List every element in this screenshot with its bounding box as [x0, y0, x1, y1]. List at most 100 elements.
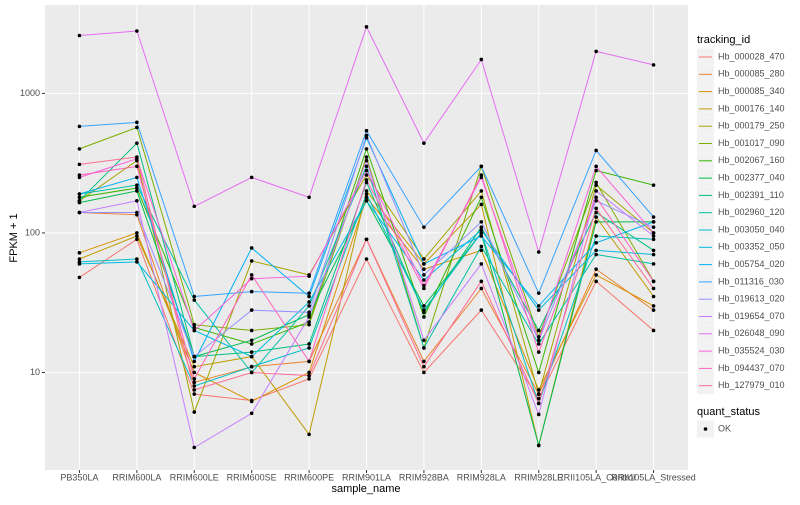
data-point: [192, 380, 197, 385]
data-point: [192, 445, 197, 450]
data-point: [536, 412, 541, 417]
data-point: [192, 298, 197, 302]
data-point: [422, 308, 426, 312]
data-point: [307, 195, 311, 200]
data-point: [536, 338, 541, 343]
y-tick-label: 100: [25, 227, 40, 237]
data-point: [479, 225, 484, 229]
x-tick-label: RRIM928BA: [399, 472, 449, 482]
data-point: [77, 198, 82, 203]
data-point: [77, 124, 82, 129]
data-point: [307, 304, 311, 308]
data-point: [135, 210, 139, 215]
data-point: [77, 275, 82, 280]
data-point: [479, 262, 484, 266]
data-point: [364, 192, 369, 196]
data-point: [594, 183, 598, 187]
data-point: [594, 252, 598, 257]
data-point: [651, 237, 656, 242]
data-point: [307, 322, 311, 327]
data-point: [364, 147, 369, 151]
data-point: [536, 342, 541, 346]
data-point: [192, 384, 197, 388]
data-point: [307, 342, 311, 346]
legend-label: OK: [718, 423, 731, 433]
data-point: [422, 315, 426, 319]
data-point: [536, 350, 541, 354]
data-point: [479, 164, 484, 169]
legend-label: Hb_000085_280: [718, 69, 785, 79]
data-point: [651, 225, 656, 229]
data-point: [77, 173, 82, 177]
x-tick-label: RRII105LA_Stressed: [611, 472, 696, 482]
data-point: [651, 286, 656, 291]
data-point: [192, 359, 197, 364]
data-point: [479, 57, 484, 62]
data-point: [135, 260, 139, 264]
data-point: [364, 189, 369, 193]
data-point: [479, 244, 484, 249]
data-point: [422, 346, 426, 350]
data-point: [422, 141, 426, 145]
legend-label: Hb_001017_090: [718, 138, 785, 148]
data-point: [364, 178, 369, 182]
legend-label: Hb_094437_070: [718, 363, 785, 373]
data-point: [135, 125, 139, 130]
data-point: [422, 370, 426, 375]
data-point: [364, 168, 369, 173]
data-point: [192, 410, 197, 414]
data-point: [422, 273, 426, 277]
data-point: [536, 304, 541, 308]
legend-label: Hb_000085_340: [718, 86, 785, 96]
data-point: [594, 195, 598, 200]
legend-label: Hb_002067_160: [718, 155, 785, 165]
data-point: [192, 325, 197, 330]
x-tick-label: RRIM928LE: [514, 472, 563, 482]
data-point: [135, 183, 139, 187]
data-point: [479, 228, 484, 232]
data-point: [364, 136, 369, 140]
data-point: [135, 164, 139, 169]
data-point: [307, 300, 311, 304]
x-tick-label: RRIM600PE: [284, 472, 334, 482]
data-point: [422, 267, 426, 271]
data-point: [307, 315, 311, 319]
data-point: [135, 198, 139, 203]
data-point: [479, 248, 484, 253]
data-point: [192, 204, 197, 209]
data-point: [594, 215, 598, 219]
data-point: [651, 220, 656, 224]
data-point: [422, 278, 426, 282]
data-point: [135, 141, 139, 145]
data-point: [249, 364, 254, 369]
data-point: [249, 328, 254, 333]
data-point: [594, 279, 598, 284]
data-point: [651, 215, 656, 219]
legend-label: Hb_019654_070: [718, 311, 785, 321]
data-point: [307, 432, 311, 437]
data-point: [479, 279, 484, 284]
data-point: [192, 322, 197, 327]
data-point: [135, 231, 139, 235]
data-point: [249, 259, 254, 263]
data-point: [77, 195, 82, 200]
data-point: [536, 250, 541, 254]
x-tick-label: RRIM600LE: [170, 472, 219, 482]
data-point: [479, 173, 484, 177]
data-point: [651, 183, 656, 187]
data-point: [307, 373, 311, 378]
data-point: [651, 328, 656, 333]
data-point: [77, 251, 82, 255]
data-point: [479, 308, 484, 312]
legend-label: Hb_005754_020: [718, 259, 785, 269]
data-point: [307, 320, 311, 324]
data-point: [422, 257, 426, 261]
data-point: [364, 164, 369, 169]
data-point: [594, 220, 598, 224]
data-point: [536, 370, 541, 375]
data-point: [307, 294, 311, 299]
data-point: [135, 155, 139, 159]
data-point: [135, 189, 139, 193]
data-point: [536, 392, 541, 396]
